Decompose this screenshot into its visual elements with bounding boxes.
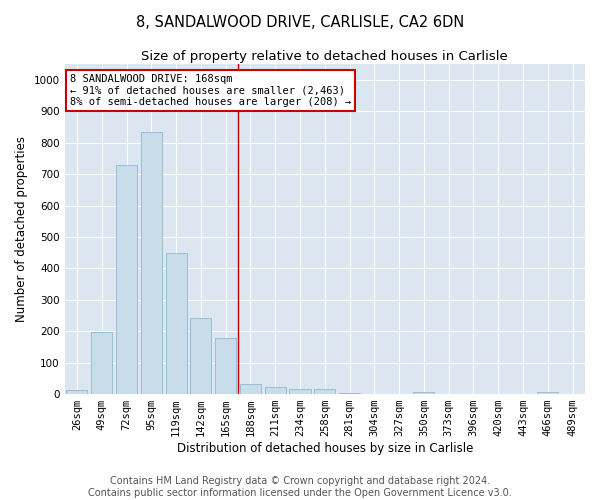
Bar bbox=[166, 254, 187, 394]
Bar bbox=[265, 387, 286, 394]
Bar bbox=[67, 390, 88, 394]
Bar bbox=[339, 392, 360, 394]
Bar bbox=[215, 338, 236, 394]
Bar bbox=[116, 164, 137, 394]
Bar bbox=[289, 388, 311, 394]
Text: Contains HM Land Registry data © Crown copyright and database right 2024.
Contai: Contains HM Land Registry data © Crown c… bbox=[88, 476, 512, 498]
Title: Size of property relative to detached houses in Carlisle: Size of property relative to detached ho… bbox=[142, 50, 508, 63]
Bar bbox=[537, 392, 559, 394]
Text: 8 SANDALWOOD DRIVE: 168sqm
← 91% of detached houses are smaller (2,463)
8% of se: 8 SANDALWOOD DRIVE: 168sqm ← 91% of deta… bbox=[70, 74, 351, 108]
X-axis label: Distribution of detached houses by size in Carlisle: Distribution of detached houses by size … bbox=[176, 442, 473, 455]
Bar bbox=[413, 392, 434, 394]
Bar bbox=[190, 318, 211, 394]
Bar bbox=[314, 389, 335, 394]
Y-axis label: Number of detached properties: Number of detached properties bbox=[15, 136, 28, 322]
Text: 8, SANDALWOOD DRIVE, CARLISLE, CA2 6DN: 8, SANDALWOOD DRIVE, CARLISLE, CA2 6DN bbox=[136, 15, 464, 30]
Bar bbox=[91, 332, 112, 394]
Bar bbox=[141, 132, 162, 394]
Bar bbox=[240, 384, 261, 394]
